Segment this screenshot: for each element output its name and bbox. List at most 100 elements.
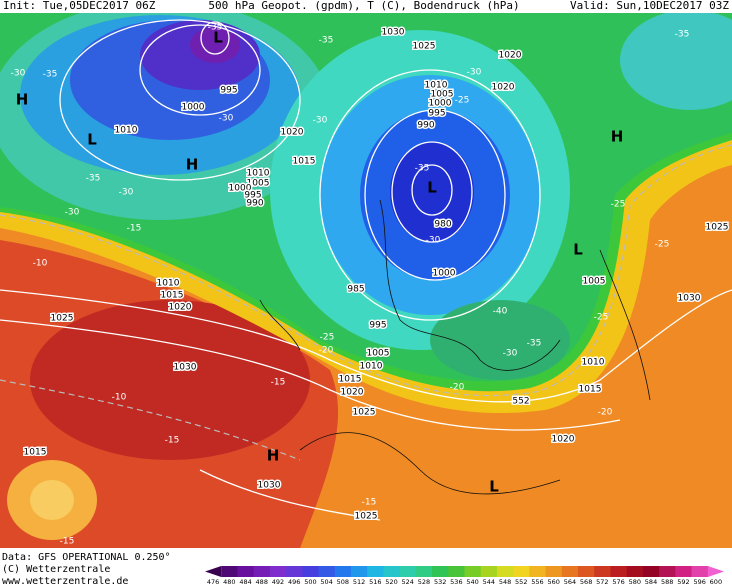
isobar-label: 1005: [431, 90, 454, 100]
isobar-label: 1005: [247, 179, 270, 189]
colorbar-label: 476: [207, 578, 219, 586]
temperature-label: -20: [319, 346, 334, 356]
temperature-label: -30: [119, 188, 134, 198]
copyright: (C) Wetterzentrale: [2, 564, 110, 575]
temperature-label: -20: [598, 408, 613, 418]
data-source: Data: GFS OPERATIONAL 0.250°: [2, 552, 171, 563]
colorbar-label: 580: [629, 578, 641, 586]
isobar-label: 1010: [157, 279, 180, 289]
temperature-label: -30: [219, 114, 234, 124]
colorbar-label: 568: [580, 578, 592, 586]
map-title: 500 hPa Geopot. (gpdm), T (C), Bodendruc…: [208, 0, 519, 12]
isobar-label: 995: [220, 86, 237, 96]
temperature-label: -25: [655, 240, 670, 250]
colorbar-label: 492: [272, 578, 284, 586]
colorbar-label: 504: [320, 578, 332, 586]
colorbar-label: 544: [483, 578, 495, 586]
temperature-label: -15: [271, 378, 286, 388]
isobar-label: 995: [428, 109, 445, 119]
colorbar-label: 484: [239, 578, 251, 586]
isobar-label: 1010: [425, 81, 448, 91]
colorbar-label: 564: [564, 578, 576, 586]
colorbar-label: 528: [418, 578, 430, 586]
colorbar-swatch: [480, 566, 498, 577]
temperature-label: -25: [594, 313, 609, 323]
colorbar-swatch: [367, 566, 384, 577]
colorbar-label: 500: [304, 578, 316, 586]
colorbar-swatch: [496, 566, 514, 577]
colorbar-label: 596: [693, 578, 705, 586]
temperature-label: -35: [43, 70, 58, 80]
isobar-label: 552: [512, 397, 529, 407]
isobar-label: 1015: [24, 448, 47, 458]
valid-time: Valid: Sun,10DEC2017 03Z: [570, 0, 729, 12]
isobar-label: 1010: [360, 362, 383, 372]
colorbar-swatch: [318, 566, 336, 577]
temperature-label: -30: [467, 68, 482, 78]
temperature-label: -25: [611, 200, 626, 210]
colorbar-swatch: [432, 566, 449, 577]
isobar-label: 1015: [579, 385, 602, 395]
colorbar-swatch: [205, 566, 222, 577]
colorbar-swatch: [626, 566, 644, 577]
isobar-label: 1015: [293, 157, 316, 167]
colorbar-swatch: [334, 566, 352, 577]
isobar-label: 1025: [51, 314, 74, 324]
colorbar-swatch: [350, 566, 368, 577]
colorbar-swatch: [707, 566, 724, 577]
isobar-label: 1015: [161, 291, 184, 301]
temperature-label: -40: [493, 307, 508, 317]
isobar-label: 1010: [115, 126, 138, 136]
isobar-label: 1000: [229, 184, 252, 194]
isobar-label: 1030: [258, 481, 281, 491]
colorbar-swatch: [659, 566, 676, 577]
colorbar-label: 488: [256, 578, 268, 586]
temperature-label: -25: [455, 96, 470, 106]
isobar-label: 980: [434, 220, 451, 230]
temperature-label: -30: [503, 349, 518, 359]
temperature-label: -15: [362, 498, 377, 508]
colorbar-swatch: [642, 566, 660, 577]
isobar-label: 1020: [341, 388, 364, 398]
pressure-center: L: [573, 241, 583, 259]
colorbar-swatch: [237, 566, 255, 577]
isobar-label: 1010: [582, 358, 605, 368]
colorbar-label: 480: [223, 578, 235, 586]
isobar-label: 1005: [367, 349, 390, 359]
colorbar-label: 512: [353, 578, 365, 586]
temperature-label: -35: [86, 174, 101, 184]
isobar-label: 1030: [678, 294, 701, 304]
temperature-label: -30: [426, 236, 441, 246]
temperature-label: -35: [208, 23, 223, 33]
colorbar-label: 572: [596, 578, 608, 586]
colorbar-swatch: [529, 566, 547, 577]
isobar-label: 1020: [281, 128, 304, 138]
colorbar-label: 576: [612, 578, 624, 586]
isobar-label: 1025: [353, 408, 376, 418]
colorbar-label: 508: [337, 578, 349, 586]
isobar-label: 1020: [169, 303, 192, 313]
isobar-label: 1025: [706, 223, 729, 233]
colorbar-swatch: [513, 566, 530, 577]
colorbar-swatch: [675, 566, 693, 577]
temperature-label: -35: [319, 36, 334, 46]
colorbar-label: 592: [677, 578, 689, 586]
pressure-center: L: [213, 29, 223, 47]
temperature-label: -15: [60, 537, 75, 547]
colorbar-swatch: [286, 566, 303, 577]
isobar-label: 1025: [413, 42, 436, 52]
isobar-label: 1005: [583, 277, 606, 287]
isobar-label: 1030: [174, 363, 197, 373]
colorbar-label: 536: [450, 578, 462, 586]
isobar-label: 995: [244, 191, 261, 201]
colorbar-swatch: [253, 566, 271, 577]
map: H L H L L H H L L 1030102510201020101010…: [0, 13, 732, 548]
colorbar-swatch: [383, 566, 401, 577]
temperature-label: -35: [527, 339, 542, 349]
colorbar-swatch: [691, 566, 709, 577]
colorbar-swatch: [464, 566, 482, 577]
colorbar-swatch: [221, 566, 238, 577]
colorbar-label: 548: [499, 578, 511, 586]
init-time: Init: Tue,05DEC2017 06Z: [3, 0, 156, 12]
